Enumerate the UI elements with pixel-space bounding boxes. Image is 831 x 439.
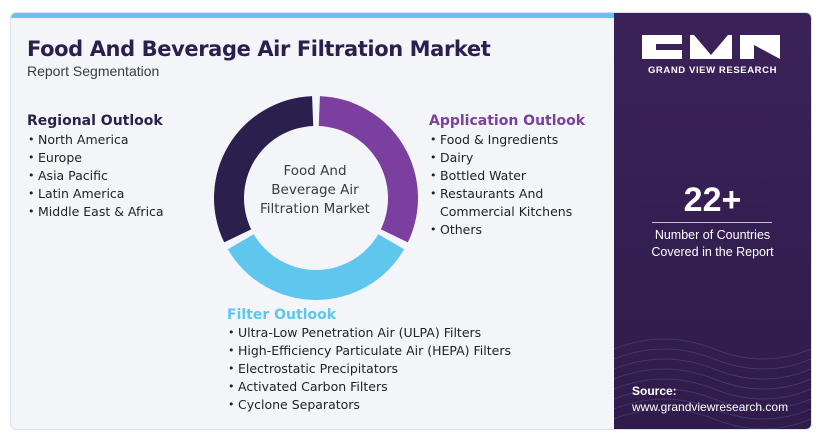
list-item: Others [429,221,590,239]
top-accent-bar [11,13,614,18]
list-item: Restaurants And Commercial Kitchens [429,185,590,221]
list-item: High-Efficiency Particulate Air (HEPA) F… [227,342,511,360]
stat-divider [652,222,772,223]
regional-outlook-list: North America Europe Asia Pacific Latin … [27,131,164,221]
page-title: Food And Beverage Air Filtration Market [27,37,491,61]
application-outlook-list: Food & Ingredients Dairy Bottled Water R… [429,131,590,239]
stat-label-line-1: Number of Countries [654,228,771,242]
donut-segment-filter [227,234,405,300]
application-outlook-title: Application Outlook [429,113,586,129]
list-item: Middle East & Africa [27,203,164,221]
regional-outlook-title: Regional Outlook [27,113,163,129]
donut-center-label: Food And Beverage Air Filtration Market [260,163,370,217]
segmentation-card: Food And Beverage Air Filtration Market … [10,12,812,430]
list-item: Europe [27,149,164,167]
list-item: Food & Ingredients [429,131,590,149]
list-item: Bottled Water [429,167,590,185]
list-item: North America [27,131,164,149]
page-subtitle: Report Segmentation [27,63,160,79]
donut-segment-regional [213,96,314,243]
stat-number: 22+ [683,181,742,219]
segmentation-donut [213,96,418,300]
stat-label: Number of Countries Covered in the Repor… [614,227,811,261]
stat-label-line-2: Covered in the Report [651,245,774,259]
list-item: Dairy [429,149,590,167]
filter-outlook-title: Filter Outlook [227,307,337,323]
wave-pattern-decoration [614,338,811,429]
donut-segment-application [318,96,418,243]
gvr-logo-icon [642,35,780,59]
brand-sidebar: GRAND VIEW RESEARCH 22+ Number of Countr… [614,13,811,429]
filter-outlook-list: Ultra-Low Penetration Air (ULPA) Filters… [227,324,511,414]
list-item: Electrostatic Precipitators [227,360,511,378]
list-item: Latin America [27,185,164,203]
brand-name: GRAND VIEW RESEARCH [647,65,778,76]
list-item: Activated Carbon Filters [227,378,511,396]
source-label: Source: [632,384,677,398]
list-item: Cyclone Separators [227,396,511,414]
list-item: Asia Pacific [27,167,164,185]
source-link[interactable]: www.grandviewresearch.com [632,400,789,414]
list-item: Ultra-Low Penetration Air (ULPA) Filters [227,324,511,342]
